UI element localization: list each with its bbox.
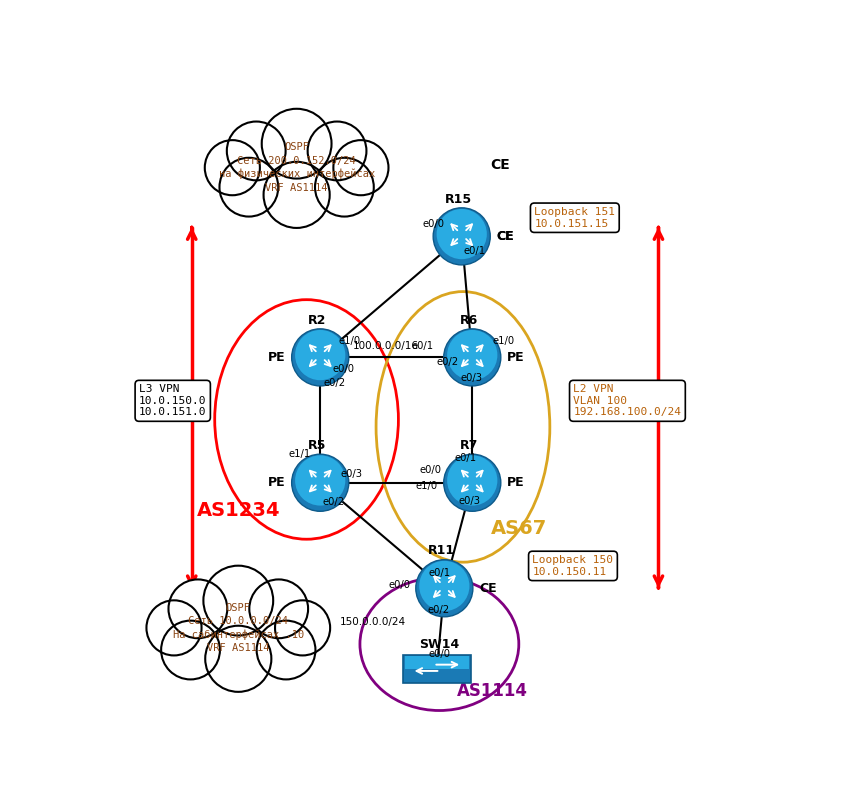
Text: e0/0: e0/0 xyxy=(333,364,355,374)
Circle shape xyxy=(219,158,278,217)
Text: e0/0: e0/0 xyxy=(419,465,441,476)
Text: 150.0.0.0/24: 150.0.0.0/24 xyxy=(340,617,406,627)
Text: R11: R11 xyxy=(428,544,455,558)
Text: R7: R7 xyxy=(460,439,479,452)
Text: R15: R15 xyxy=(446,193,473,206)
Circle shape xyxy=(262,109,331,179)
Circle shape xyxy=(420,561,469,611)
Text: e0/3: e0/3 xyxy=(340,469,362,479)
Text: PE: PE xyxy=(268,476,285,489)
Circle shape xyxy=(295,455,345,505)
Circle shape xyxy=(434,208,490,265)
Text: 100.0.0.0/16: 100.0.0.0/16 xyxy=(352,341,419,351)
Text: AS1234: AS1234 xyxy=(197,501,280,520)
Circle shape xyxy=(168,580,227,638)
Circle shape xyxy=(264,162,329,228)
Text: e0/1: e0/1 xyxy=(455,453,477,463)
Text: e0/2: e0/2 xyxy=(427,605,449,615)
Text: e1/0: e1/0 xyxy=(339,335,361,346)
Circle shape xyxy=(416,559,473,617)
Text: e0/3: e0/3 xyxy=(458,496,480,505)
Text: Loopback 150
10.0.150.11: Loopback 150 10.0.150.11 xyxy=(532,555,614,577)
Circle shape xyxy=(447,330,498,380)
FancyBboxPatch shape xyxy=(405,656,468,669)
Text: AS67: AS67 xyxy=(491,518,547,538)
Circle shape xyxy=(291,455,349,511)
Text: e0/0: e0/0 xyxy=(422,219,444,229)
Circle shape xyxy=(447,455,498,505)
Text: e1/0: e1/0 xyxy=(492,335,515,346)
Circle shape xyxy=(291,329,349,386)
Circle shape xyxy=(250,580,308,638)
Text: R2: R2 xyxy=(308,314,327,326)
Text: PE: PE xyxy=(507,476,525,489)
Text: CE: CE xyxy=(490,158,510,172)
Text: R5: R5 xyxy=(308,439,327,452)
Circle shape xyxy=(205,140,260,195)
Circle shape xyxy=(444,329,501,386)
Text: e0/1: e0/1 xyxy=(463,246,486,256)
Text: e0/0: e0/0 xyxy=(428,649,450,659)
Text: e0/1: e0/1 xyxy=(412,341,434,351)
Circle shape xyxy=(334,140,388,195)
Text: e0/3: e0/3 xyxy=(460,373,482,383)
Text: e0/1: e0/1 xyxy=(428,567,451,578)
Text: OSPF
Сеть 10.0.0.0/24
На сабинтерфейсах .10
VRF AS1114: OSPF Сеть 10.0.0.0/24 На сабинтерфейсах … xyxy=(173,603,304,653)
Text: AS1114: AS1114 xyxy=(457,682,528,700)
Text: e0/0: e0/0 xyxy=(388,580,411,590)
Text: OSPF
Сеть 200.0.152.0/24
на физических интерфейсах
VRF AS1114: OSPF Сеть 200.0.152.0/24 на физических и… xyxy=(218,143,375,193)
Text: PE: PE xyxy=(507,351,525,364)
Circle shape xyxy=(315,158,374,217)
Circle shape xyxy=(227,122,285,181)
Text: CE: CE xyxy=(497,230,514,243)
Circle shape xyxy=(147,600,201,655)
Circle shape xyxy=(275,600,330,655)
Circle shape xyxy=(161,621,220,679)
Circle shape xyxy=(295,330,345,380)
Text: R6: R6 xyxy=(460,314,479,326)
Circle shape xyxy=(437,209,487,260)
Text: CE: CE xyxy=(497,230,514,243)
Text: e0/2: e0/2 xyxy=(323,379,346,388)
Text: e1/1: e1/1 xyxy=(289,449,311,459)
Text: e1/0: e1/0 xyxy=(416,481,438,491)
Text: SW14: SW14 xyxy=(420,638,460,651)
Text: CE: CE xyxy=(479,582,497,595)
Circle shape xyxy=(205,625,271,692)
Text: Loopback 151
10.0.151.15: Loopback 151 10.0.151.15 xyxy=(534,207,616,229)
Circle shape xyxy=(204,566,273,635)
FancyBboxPatch shape xyxy=(403,654,471,683)
Text: L3 VPN
10.0.150.0
10.0.151.0: L3 VPN 10.0.150.0 10.0.151.0 xyxy=(139,384,206,418)
Text: e0/2: e0/2 xyxy=(323,497,345,507)
Circle shape xyxy=(444,455,501,511)
Circle shape xyxy=(308,122,367,181)
Circle shape xyxy=(257,621,316,679)
Text: L2 VPN
VLAN 100
192.168.100.0/24: L2 VPN VLAN 100 192.168.100.0/24 xyxy=(573,384,681,418)
Text: PE: PE xyxy=(268,351,285,364)
Text: e0/2: e0/2 xyxy=(436,357,459,368)
